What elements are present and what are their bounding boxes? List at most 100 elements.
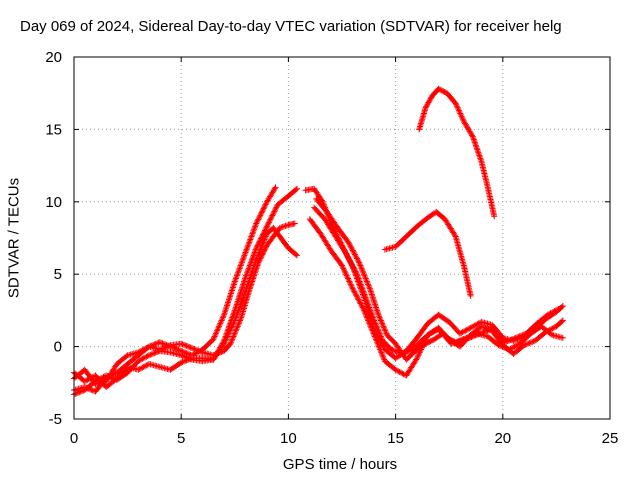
- data-point-marker: [516, 333, 523, 340]
- data-point-marker: [374, 326, 381, 333]
- data-point-marker: [476, 152, 483, 159]
- data-point-marker: [459, 329, 466, 336]
- data-point-marker: [214, 350, 221, 357]
- data-point-marker: [109, 371, 116, 378]
- data-point-marker: [269, 211, 276, 218]
- data-point-marker: [357, 281, 364, 288]
- data-point-marker: [366, 320, 373, 327]
- data-point-marker: [472, 332, 479, 339]
- data-point-marker: [559, 303, 566, 310]
- data-point-marker: [245, 242, 252, 249]
- data-point-marker: [552, 307, 559, 314]
- data-point-marker: [361, 291, 368, 298]
- data-point-marker: [210, 336, 217, 343]
- data-point-marker: [477, 155, 484, 162]
- data-point-marker: [255, 216, 262, 223]
- data-point-marker: [344, 253, 351, 260]
- x-tick-label: 5: [177, 430, 185, 447]
- data-point-marker: [210, 334, 217, 341]
- data-point-marker: [176, 347, 183, 354]
- data-point-marker: [230, 310, 237, 317]
- data-point-marker: [505, 337, 512, 344]
- data-point-marker: [374, 340, 381, 347]
- data-point-marker: [255, 239, 262, 246]
- data-point-marker: [350, 264, 357, 271]
- data-point-marker: [143, 362, 150, 369]
- data-point-marker: [244, 268, 251, 275]
- data-point-marker: [343, 272, 350, 279]
- data-point-marker: [371, 332, 378, 339]
- data-point-marker: [222, 333, 229, 340]
- data-point-marker: [84, 376, 91, 383]
- data-point-marker: [366, 284, 373, 291]
- data-point-marker: [377, 317, 384, 324]
- data-point-marker: [226, 321, 233, 328]
- data-point-marker: [88, 374, 95, 381]
- data-point-marker: [228, 339, 235, 346]
- data-point-marker: [345, 275, 352, 282]
- data-point-marker: [379, 320, 386, 327]
- data-point-marker: [478, 323, 485, 330]
- data-point-marker: [111, 371, 118, 378]
- data-point-marker: [469, 132, 476, 139]
- data-point-marker: [471, 332, 478, 339]
- data-point-marker: [242, 249, 249, 256]
- data-point-marker: [179, 348, 186, 355]
- data-point-marker: [293, 185, 300, 192]
- data-point-marker: [475, 149, 482, 156]
- data-point-marker: [247, 259, 254, 266]
- data-point-marker: [360, 290, 367, 297]
- x-axis-label: GPS time / hours: [282, 456, 398, 473]
- data-point-marker: [103, 375, 110, 382]
- data-point-marker: [548, 309, 555, 316]
- data-point-marker: [470, 136, 477, 143]
- data-point-marker: [360, 271, 367, 278]
- data-point-marker: [234, 271, 241, 278]
- data-point-marker: [499, 343, 506, 350]
- data-point-marker: [356, 278, 363, 285]
- data-point-marker: [378, 318, 385, 325]
- data-point-marker: [252, 221, 259, 228]
- data-point-marker: [367, 307, 374, 314]
- data-point-marker: [355, 275, 362, 282]
- data-point-marker: [211, 351, 218, 358]
- data-point-marker: [368, 324, 375, 331]
- data-point-marker: [351, 289, 358, 296]
- data-point-marker: [229, 336, 236, 343]
- data-point-marker: [346, 257, 353, 264]
- data-point-marker: [85, 385, 92, 392]
- data-point-marker: [358, 301, 365, 308]
- data-point-marker: [230, 333, 237, 340]
- data-point-marker: [265, 219, 272, 226]
- data-point-marker: [380, 323, 387, 330]
- data-point-marker: [554, 306, 561, 313]
- data-point-marker: [229, 314, 236, 321]
- data-point-marker: [460, 117, 467, 124]
- data-point-marker: [559, 334, 566, 341]
- data-point-marker: [246, 263, 253, 270]
- data-point-marker: [359, 268, 366, 275]
- data-point-marker: [198, 348, 205, 355]
- data-point-marker: [347, 243, 354, 250]
- data-point-marker: [465, 335, 472, 342]
- data-point-marker: [261, 247, 268, 254]
- data-point-marker: [372, 320, 379, 327]
- data-point-marker: [471, 139, 478, 146]
- data-point-marker: [352, 268, 359, 275]
- data-point-marker: [355, 274, 362, 281]
- data-point-marker: [222, 334, 229, 341]
- data-point-marker: [423, 103, 430, 110]
- data-point-marker: [250, 252, 257, 259]
- data-point-marker: [256, 258, 263, 265]
- data-point-marker: [244, 245, 251, 252]
- data-point-marker: [249, 230, 256, 237]
- data-point-marker: [366, 304, 373, 311]
- data-point-marker: [476, 153, 483, 160]
- data-point-marker: [212, 332, 219, 339]
- data-point-marker: [147, 351, 154, 358]
- data-point-marker: [379, 352, 386, 359]
- data-point-marker: [496, 342, 503, 349]
- data-point-marker: [85, 376, 92, 383]
- data-point-marker: [236, 266, 243, 273]
- data-point-marker: [349, 246, 356, 253]
